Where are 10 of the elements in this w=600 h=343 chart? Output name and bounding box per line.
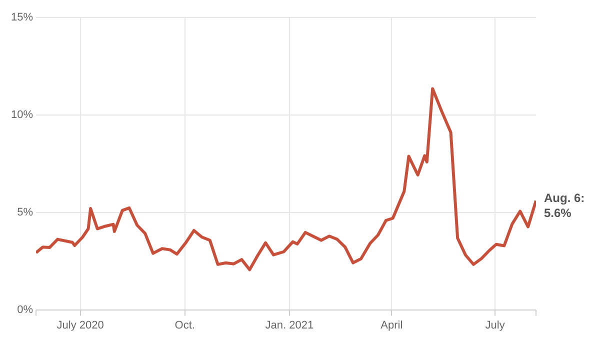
- x-tick-label: Oct.: [174, 319, 195, 332]
- y-tick-label: 0%: [17, 304, 34, 316]
- annotation: Aug. 6: 5.6%: [544, 191, 585, 220]
- x-tick-label: July: [485, 319, 506, 332]
- x-tick-label: Jan. 2021: [265, 319, 314, 332]
- y-tick-label: 15%: [10, 12, 34, 24]
- y-tick-label: 10%: [10, 109, 34, 122]
- x-tick-label: April: [380, 319, 403, 332]
- x-tick-label: July 2020: [56, 319, 104, 332]
- y-tick-label: 5%: [17, 206, 34, 218]
